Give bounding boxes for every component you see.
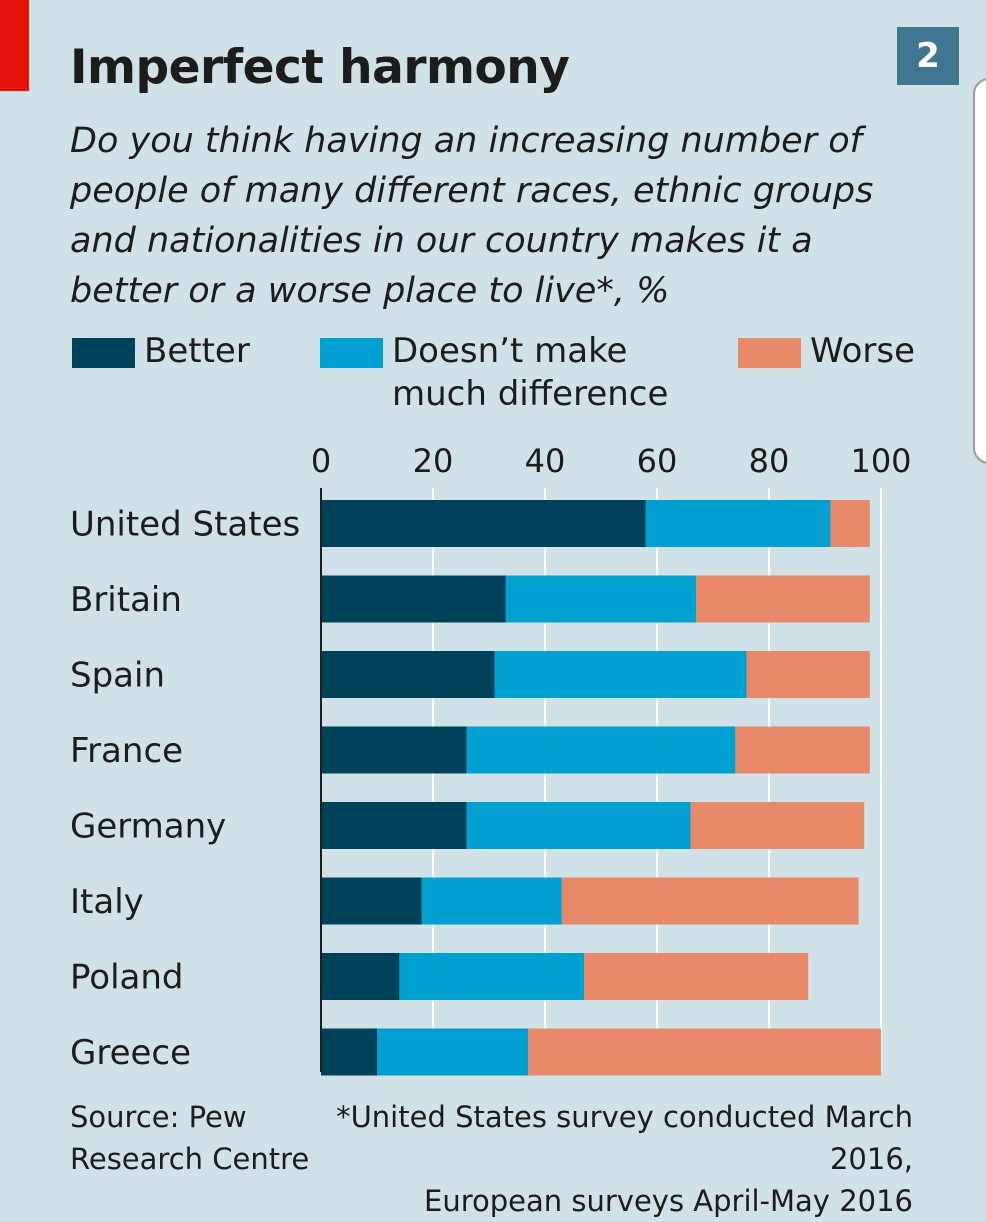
- source-line-1: Source: Pew: [70, 1100, 247, 1134]
- survey-footnote: *United States survey conducted March 20…: [273, 1096, 913, 1222]
- bar-poland-better: [321, 953, 400, 1000]
- bar-united-states-better: [321, 500, 646, 547]
- category-label-france: France: [70, 731, 183, 771]
- bar-poland-no-difference: [399, 953, 585, 1000]
- legend-label-worse: Worse: [810, 331, 916, 371]
- bar-spain-better: [321, 651, 495, 698]
- bar-germany-better: [321, 802, 467, 849]
- source-line-2: Research Centre: [70, 1142, 310, 1176]
- chart-title: Imperfect harmony: [70, 40, 570, 95]
- x-tick-label-60: 60: [637, 442, 678, 480]
- chart-number-badge: 2: [897, 27, 959, 85]
- bar-greece-no-difference: [377, 1028, 529, 1076]
- bar-spain-worse: [746, 651, 870, 698]
- bar-united-states-no-difference: [645, 500, 831, 547]
- x-tick-label-100: 100: [850, 442, 911, 480]
- x-tick-label-20: 20: [413, 442, 454, 480]
- bar-greece-better: [321, 1028, 377, 1076]
- bar-poland-worse: [584, 953, 809, 1000]
- category-label-greece: Greece: [70, 1033, 191, 1073]
- brand-red-tab: [0, 0, 29, 91]
- bar-greece-worse: [528, 1028, 881, 1076]
- chart-subtitle: Do you think having an increasing number…: [70, 121, 874, 311]
- category-label-poland: Poland: [70, 958, 184, 998]
- bar-france-no-difference: [466, 726, 736, 774]
- x-tick-label-40: 40: [525, 442, 566, 480]
- bar-germany-no-difference: [466, 802, 691, 849]
- bar-britain-worse: [696, 575, 870, 623]
- footnote-line-1: *United States survey conducted March 20…: [336, 1100, 913, 1176]
- legend-label-better: Better: [144, 331, 250, 371]
- bar-italy-worse: [561, 877, 859, 925]
- legend-label-no-difference-line1: Doesn’t make: [392, 331, 628, 371]
- source-note: Source: Pew Research Centre: [70, 1096, 310, 1180]
- category-label-united-states: United States: [70, 505, 300, 545]
- bar-germany-worse: [690, 802, 865, 849]
- x-tick-label-0: 0: [311, 442, 331, 480]
- bar-italy-no-difference: [421, 877, 562, 925]
- bar-united-states-worse: [830, 500, 870, 547]
- category-label-spain: Spain: [70, 656, 165, 696]
- legend-swatch-no-difference: [320, 338, 383, 368]
- bar-france-worse: [735, 726, 870, 774]
- x-tick-label-80: 80: [749, 442, 790, 480]
- bar-italy-better: [321, 877, 422, 925]
- legend-swatch-better: [72, 338, 135, 368]
- footnote-line-2: European surveys April-May 2016: [424, 1184, 913, 1218]
- bar-britain-no-difference: [505, 575, 697, 623]
- bar-britain-better: [321, 575, 506, 623]
- bar-spain-no-difference: [494, 651, 747, 698]
- category-label-britain: Britain: [70, 580, 182, 620]
- category-label-italy: Italy: [70, 882, 144, 922]
- legend-label-no-difference-line2: much difference: [392, 374, 669, 414]
- legend-swatch-worse: [738, 338, 801, 368]
- bar-france-better: [321, 726, 467, 774]
- category-label-germany: Germany: [70, 807, 226, 847]
